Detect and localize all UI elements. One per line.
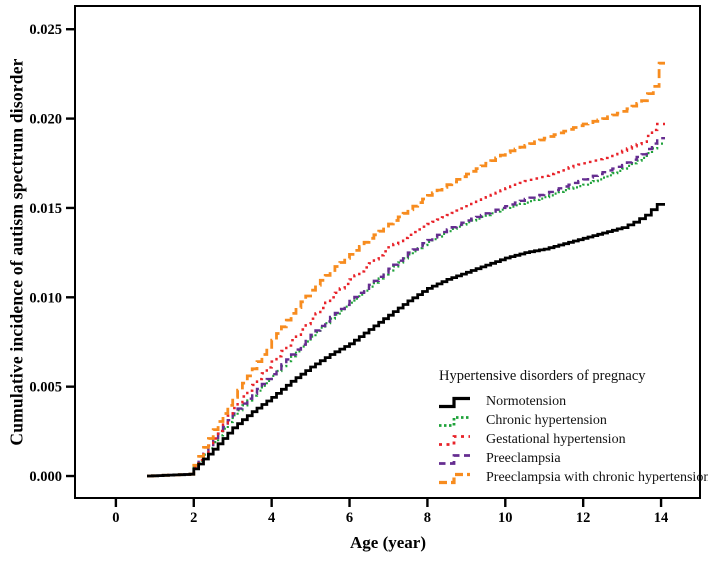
legend-item-label: Preeclampsia with chronic hypertension <box>486 469 708 485</box>
legend-item-normotension: Normotension <box>437 392 708 411</box>
legend-line-sample-icon <box>439 472 470 484</box>
series-line-chronic-hypertension <box>147 142 665 478</box>
legend-line <box>439 472 470 484</box>
plot-frame <box>74 5 701 499</box>
y-tick-label: 0.015 <box>29 201 62 217</box>
y-tick-label: 0.025 <box>29 22 62 38</box>
y-tick-label: 0.000 <box>29 469 62 485</box>
legend-item-label: Normotension <box>486 393 567 409</box>
legend-line <box>439 453 470 465</box>
legend-item-preeclampsia: Preeclampsia <box>437 449 708 468</box>
legend-line <box>439 415 470 427</box>
legend-line-sample-icon <box>439 415 470 427</box>
series-line-preeclampsia-with-chronic-hypertension <box>147 61 665 478</box>
legend: Hypertensive disorders of pregnacy Normo… <box>437 368 708 487</box>
legend-line <box>439 396 470 408</box>
x-tick-label: 2 <box>190 510 197 526</box>
legend-line <box>439 434 470 446</box>
y-tick-label: 0.005 <box>29 380 62 396</box>
series-line-gestational-hypertension <box>147 122 665 478</box>
legend-item-preeclampsia-with-chronic-hypertension: Preeclampsia with chronic hypertension <box>437 468 708 487</box>
y-tick-label: 0.020 <box>29 112 62 128</box>
x-tick-label: 0 <box>112 510 119 526</box>
x-tick-label: 10 <box>498 510 513 526</box>
x-tick-label: 8 <box>424 510 431 526</box>
legend-item-chronic-hypertension: Chronic hypertension <box>437 411 708 430</box>
x-tick-label: 4 <box>268 510 275 526</box>
x-tick-label: 14 <box>654 510 669 526</box>
y-axis-title: Cumulative incidence of autism spectrum … <box>6 58 27 446</box>
legend-title: Hypertensive disorders of pregnacy <box>439 368 646 384</box>
x-tick-label: 12 <box>576 510 591 526</box>
legend-line-sample-icon <box>439 434 470 446</box>
x-tick-label: 6 <box>346 510 353 526</box>
legend-line-sample-icon <box>439 396 470 408</box>
legend-item-gestational-hypertension: Gestational hypertension <box>437 430 708 449</box>
series-line-preeclampsia <box>147 137 665 478</box>
y-tick-label: 0.010 <box>29 290 62 306</box>
x-axis-title: Age (year) <box>350 533 426 552</box>
legend-item-label: Chronic hypertension <box>486 412 607 428</box>
series-line-normotension <box>147 203 665 478</box>
legend-item-label: Preeclampsia <box>486 450 561 466</box>
legend-line-sample-icon <box>439 453 470 465</box>
legend-item-label: Gestational hypertension <box>486 431 626 447</box>
